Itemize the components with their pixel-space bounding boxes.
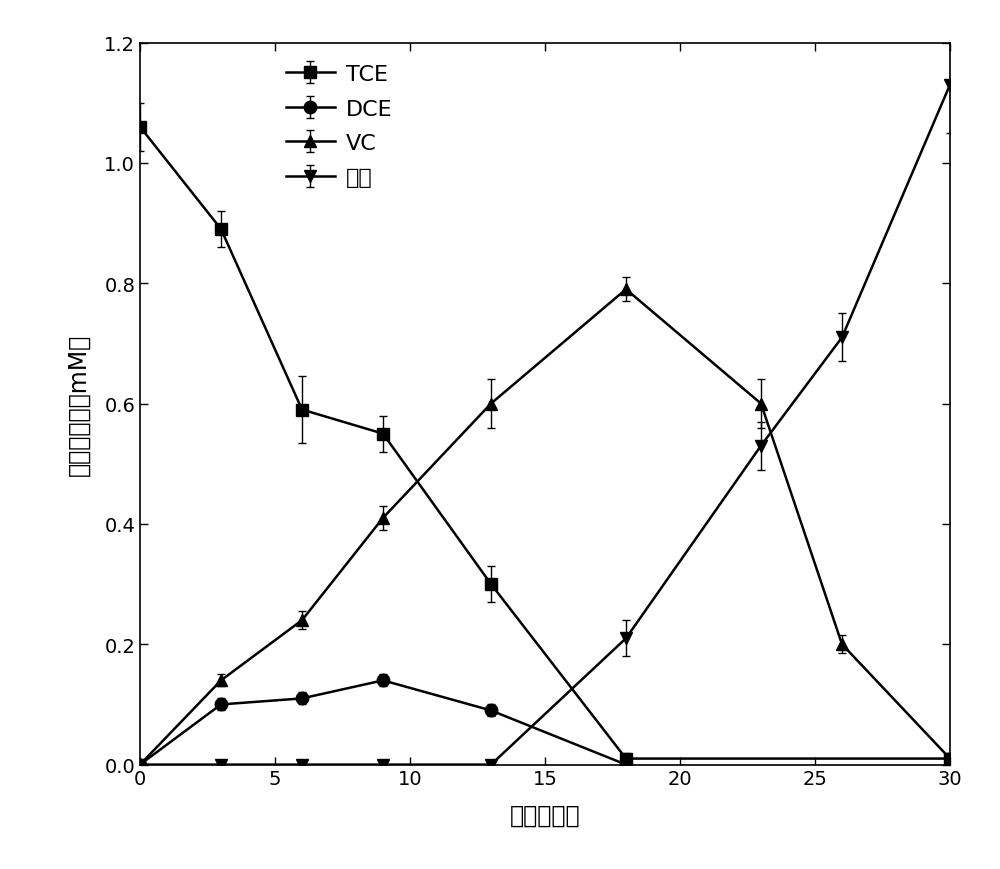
X-axis label: 时间（天）: 时间（天） [510, 802, 580, 826]
Legend: TCE, DCE, VC, 乙烯: TCE, DCE, VC, 乙烯 [286, 65, 392, 189]
Y-axis label: 氯代烴浓度（mM）: 氯代烴浓度（mM） [66, 333, 90, 475]
